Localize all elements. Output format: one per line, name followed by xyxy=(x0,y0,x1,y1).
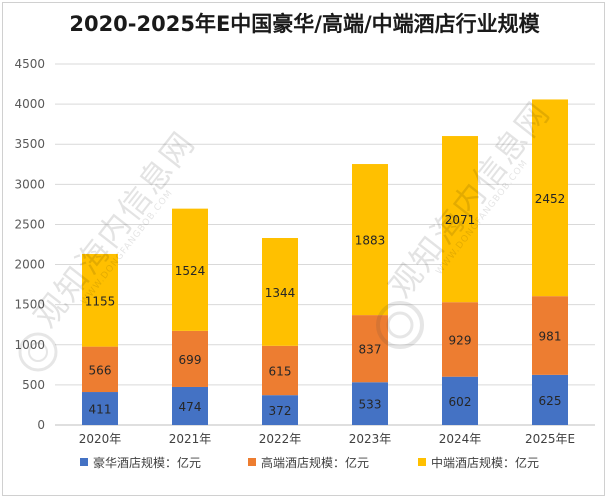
data-label: 474 xyxy=(179,400,202,414)
bar-segment xyxy=(532,99,568,297)
chart-title: 2020-2025年E中国豪华/高端/中端酒店行业规模 xyxy=(69,12,540,36)
bar-segment xyxy=(442,376,478,425)
data-label: 625 xyxy=(539,394,562,408)
y-tick-label: 2500 xyxy=(14,217,45,231)
x-tick-label: 2023年 xyxy=(349,432,392,446)
y-axis: 0 500 1000 1500 2000 2500 3000 3500 4000 4500 xyxy=(14,57,45,432)
y-tick-label: 3500 xyxy=(14,137,45,151)
legend-label: 中端酒店规模：亿元 xyxy=(431,455,539,470)
data-label: 1524 xyxy=(175,264,206,278)
data-label: 615 xyxy=(269,364,292,378)
legend-swatch xyxy=(248,458,256,466)
data-label: 566 xyxy=(89,363,112,377)
y-tick-label: 2000 xyxy=(14,258,45,272)
legend-swatch xyxy=(80,458,88,466)
bar-segment xyxy=(352,382,388,425)
legend-label: 高端酒店规模：亿元 xyxy=(261,455,369,470)
x-tick-label: 2021年 xyxy=(169,432,212,446)
y-tick-label: 0 xyxy=(37,418,45,432)
bar-segment xyxy=(442,136,478,303)
y-tick-label: 4000 xyxy=(14,97,45,111)
bar-segment xyxy=(82,392,118,425)
y-tick-label: 3000 xyxy=(14,177,45,191)
data-label: 2071 xyxy=(445,213,476,227)
bar-segment xyxy=(82,253,118,347)
data-label: 1344 xyxy=(265,286,296,300)
data-label: 602 xyxy=(449,395,472,409)
bar-segment xyxy=(262,238,298,346)
bar-segment xyxy=(262,345,298,396)
x-tick-label: 2025年E xyxy=(525,432,575,446)
legend: 豪华酒店规模：亿元 高端酒店规模：亿元 中端酒店规模：亿元 xyxy=(80,455,539,470)
y-tick-label: 1500 xyxy=(14,298,45,312)
y-tick-label: 500 xyxy=(22,378,45,392)
y-tick-label: 1000 xyxy=(14,338,45,352)
x-tick-label: 2024年 xyxy=(439,432,482,446)
data-label: 1883 xyxy=(355,234,386,248)
bar-segment xyxy=(352,164,388,316)
data-label: 981 xyxy=(539,330,562,344)
data-label: 411 xyxy=(89,403,112,417)
x-axis: 2020年 2021年 2022年 2023年 2024年 2025年E xyxy=(79,432,575,446)
data-label: 929 xyxy=(449,333,472,347)
x-tick-label: 2022年 xyxy=(259,432,302,446)
bar-segment xyxy=(172,386,208,425)
bar-segment xyxy=(262,395,298,425)
y-tick-label: 4500 xyxy=(14,57,45,71)
data-label: 372 xyxy=(269,404,292,418)
legend-swatch xyxy=(418,458,426,466)
bar-segment xyxy=(172,208,208,331)
bar-segment xyxy=(532,296,568,375)
bar-segment xyxy=(352,315,388,383)
data-label: 533 xyxy=(359,398,382,412)
bar-segment xyxy=(442,302,478,377)
data-label: 699 xyxy=(179,353,202,367)
data-label: 2452 xyxy=(535,192,566,206)
data-label: 1155 xyxy=(85,294,116,308)
bar-segment xyxy=(172,330,208,387)
data-label: 837 xyxy=(359,343,382,357)
x-tick-label: 2020年 xyxy=(79,432,122,446)
bar-segment xyxy=(82,346,118,393)
gridlines xyxy=(55,63,595,426)
bars: 411 566 1155 474 699 1524 372 615 1344 533 837 1883… xyxy=(82,99,568,425)
bar-segment xyxy=(532,374,568,425)
legend-label: 豪华酒店规模：亿元 xyxy=(93,455,201,470)
